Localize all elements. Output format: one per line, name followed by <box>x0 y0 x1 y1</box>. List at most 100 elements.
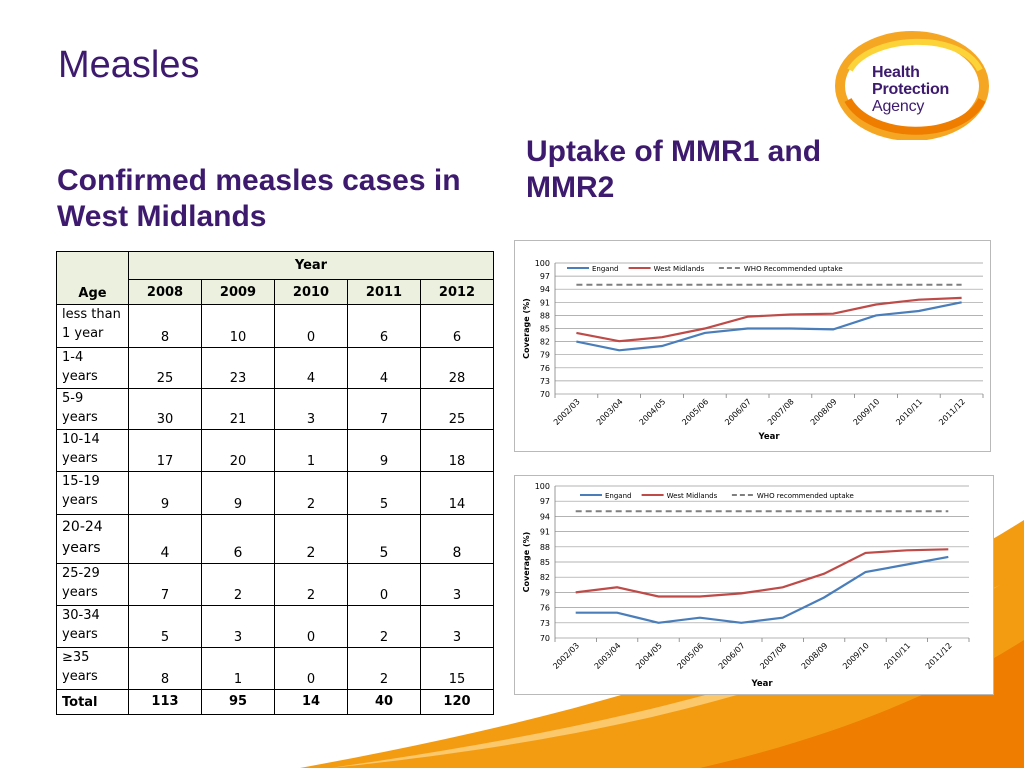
table-cell: 21 <box>201 388 275 430</box>
y-tick-label: 100 <box>535 482 550 491</box>
x-tick-label: 2009/10 <box>841 641 871 671</box>
table-cell: 0 <box>347 563 421 606</box>
age-label: 5-9 years <box>62 391 98 425</box>
table-cell: 3 <box>420 605 494 648</box>
age-label: 1 year <box>62 326 104 341</box>
y-tick-label: 85 <box>540 325 550 334</box>
x-tick-label: 2007/08 <box>766 397 796 427</box>
table-cell: 14 <box>420 471 494 515</box>
table-cell: 3 <box>420 563 494 606</box>
age-label: ≥35 <box>62 650 90 665</box>
year-header-cell: 2012 <box>420 279 494 305</box>
table-cell: 3 <box>274 388 348 430</box>
y-tick-label: 85 <box>540 558 550 567</box>
legend-label: Engand <box>605 492 631 500</box>
total-cell: 113 <box>128 689 202 715</box>
mmr2-chart-svg: 70 73 76 79 82 85 88 91 94 97 100 2002/03 2003/04 200… <box>522 482 970 689</box>
slide-title: Measles <box>58 44 200 86</box>
series-line <box>575 548 949 598</box>
age-label: less than <box>62 307 121 322</box>
table-cell: 4 <box>128 514 202 564</box>
age-label: 30-34 <box>62 608 100 623</box>
x-tick-label: 2010/11 <box>894 397 924 427</box>
y-tick-label: 91 <box>540 298 550 307</box>
year-header-cell: 2009 <box>201 279 275 305</box>
age-label: years <box>62 585 98 600</box>
table-cell: 0 <box>274 647 348 690</box>
table-cell: 8 <box>420 514 494 564</box>
x-tick-label: 2005/06 <box>675 641 705 671</box>
series-line <box>575 555 949 624</box>
y-tick-label: 91 <box>540 528 550 537</box>
total-cell: 40 <box>347 689 421 715</box>
table-cell: 2 <box>201 563 275 606</box>
x-tick-label: 2009/10 <box>852 397 882 427</box>
x-tick-label: 2003/04 <box>593 641 623 671</box>
table-cell: 23 <box>201 347 275 389</box>
table-cell: 9 <box>201 471 275 515</box>
table-cell: 15 <box>420 647 494 690</box>
table-cell: 30 <box>128 388 202 430</box>
total-cell: 120 <box>420 689 494 715</box>
y-tick-label: 76 <box>540 604 550 613</box>
table-row: 30-34 years 5 3 0 2 3 <box>56 605 494 648</box>
table-row: 15-19 years 9 9 2 5 14 <box>56 471 494 515</box>
year-column-header: Year <box>128 251 494 280</box>
x-axis-title: Year <box>757 432 780 442</box>
table-row: less than 1 year 8 10 0 6 6 <box>56 304 494 348</box>
y-tick-label: 70 <box>540 390 550 399</box>
age-label: 20-24 <box>62 519 103 535</box>
y-tick-label: 82 <box>540 573 550 582</box>
table-cell: 18 <box>420 429 494 472</box>
legend-label: WHO recommended uptake <box>757 492 854 500</box>
table-cell: 6 <box>201 514 275 564</box>
age-label: years <box>62 627 98 642</box>
x-tick-label: 2011/12 <box>937 397 967 427</box>
mmr1-uptake-chart: 70 73 76 79 82 85 88 91 94 97 100 2002/03 2003/04 200… <box>514 240 991 452</box>
table-heading: Confirmed measles cases in West Midlands <box>57 164 461 233</box>
legend-label: WHO Recommended uptake <box>744 265 843 273</box>
table-cell: 20 <box>201 429 275 472</box>
table-cell: 10 <box>201 304 275 348</box>
age-label: years <box>62 540 101 556</box>
age-label: years <box>62 493 98 508</box>
x-tick-label: 2006/07 <box>717 641 747 671</box>
y-tick-label: 88 <box>540 311 550 320</box>
legend-label: West Midlands <box>667 492 718 500</box>
y-tick-label: 88 <box>540 543 550 552</box>
age-column-header: Age <box>56 251 129 305</box>
x-tick-label: 2002/03 <box>552 397 582 427</box>
table-cell: 5 <box>347 471 421 515</box>
x-tick-label: 2006/07 <box>723 397 753 427</box>
table-cell: 3 <box>201 605 275 648</box>
total-row: Total 113 95 14 40 120 <box>56 689 494 715</box>
x-tick-label: 2008/09 <box>800 641 830 671</box>
y-tick-label: 100 <box>535 259 550 268</box>
x-tick-label: 2011/12 <box>924 641 954 671</box>
year-header-cell: 2010 <box>274 279 348 305</box>
year-header-cell: 2008 <box>128 279 202 305</box>
chart-heading: Uptake of MMR1 and MMR2 <box>526 135 822 204</box>
x-tick-label: 2007/08 <box>758 641 788 671</box>
y-tick-label: 73 <box>540 377 550 386</box>
table-cell: 5 <box>128 605 202 648</box>
y-tick-label: 97 <box>540 272 550 281</box>
total-cell: 95 <box>201 689 275 715</box>
table-cell: 25 <box>128 347 202 389</box>
y-axis-title: Coverage (%) <box>522 298 531 359</box>
cases-table: Age Year 2008 2009 2010 2011 2012 less t… <box>56 251 494 715</box>
year-header-cell: 2011 <box>347 279 421 305</box>
mmr2-uptake-chart: 70 73 76 79 82 85 88 91 94 97 100 2002/03 2003/04 200… <box>514 475 994 695</box>
mmr1-chart-svg: 70 73 76 79 82 85 88 91 94 97 100 2002/03 2003/04 200… <box>522 259 984 442</box>
y-tick-label: 82 <box>540 338 550 347</box>
table-row: 10-14 years 17 20 1 9 18 <box>56 429 494 472</box>
table-cell: 2 <box>347 605 421 648</box>
table-cell: 8 <box>128 647 202 690</box>
legend-label: Engand <box>592 265 618 273</box>
table-cell: 2 <box>274 563 348 606</box>
table-cell: 9 <box>347 429 421 472</box>
x-tick-label: 2008/09 <box>809 397 839 427</box>
table-row: 20-24 years 4 6 2 5 8 <box>56 514 494 564</box>
x-tick-label: 2003/04 <box>595 397 625 427</box>
table-cell: 4 <box>274 347 348 389</box>
